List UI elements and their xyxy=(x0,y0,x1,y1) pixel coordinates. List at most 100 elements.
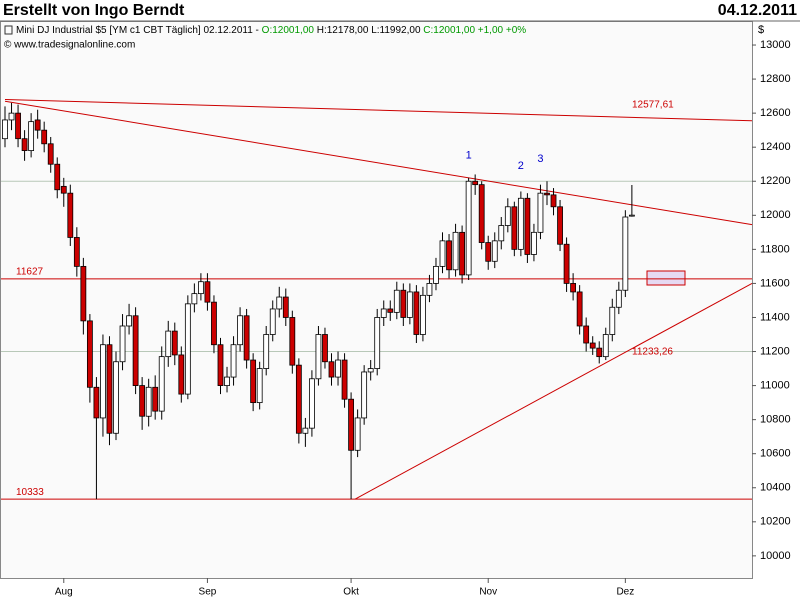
candle-body xyxy=(472,180,479,186)
y-tick-label: 11800 xyxy=(760,243,790,255)
candle-body xyxy=(576,291,583,327)
candle-body xyxy=(426,283,433,296)
candle-body xyxy=(602,334,609,358)
y-tick-label: 10000 xyxy=(760,550,791,562)
candle-body xyxy=(322,334,328,363)
candle-body xyxy=(119,325,126,363)
candle-body xyxy=(570,283,577,293)
y-tick-label: 11400 xyxy=(760,311,790,323)
trendline-label: 12577,61 xyxy=(632,99,674,110)
candle-body xyxy=(406,291,413,318)
candle-body xyxy=(452,231,459,271)
candle-body xyxy=(439,240,446,267)
level-label: 11627 xyxy=(16,266,44,277)
candle-body xyxy=(217,344,224,386)
candle-body xyxy=(361,371,368,419)
candle-body xyxy=(335,359,341,378)
x-tick-label: Sep xyxy=(199,587,217,598)
candle-body xyxy=(583,325,590,344)
candle-body xyxy=(237,315,243,346)
candle-body xyxy=(393,289,400,313)
candle-body xyxy=(73,237,80,267)
candle-body xyxy=(433,265,439,284)
candle-body xyxy=(21,138,28,152)
candle-body xyxy=(589,342,596,349)
y-tick-label: 12600 xyxy=(760,107,791,119)
candle-body xyxy=(93,386,100,419)
candle-body xyxy=(197,281,204,295)
trendline xyxy=(354,282,753,500)
candle-body xyxy=(54,163,61,191)
candle-body xyxy=(165,330,172,358)
candle-body xyxy=(446,240,452,271)
candle-body xyxy=(224,376,230,386)
candle-body xyxy=(413,291,420,335)
chart-title: Erstellt von Ingo Berndt xyxy=(3,2,185,19)
candle-body xyxy=(328,361,335,378)
y-tick-label: 13000 xyxy=(760,39,791,51)
candle-body xyxy=(145,386,152,417)
candle-body xyxy=(60,185,67,194)
y-tick-label: 12800 xyxy=(760,73,791,85)
header-icon xyxy=(4,25,13,35)
candle-body xyxy=(289,317,296,366)
y-tick-label: 10200 xyxy=(760,516,791,528)
candle-body xyxy=(354,417,361,451)
candle-body xyxy=(531,231,537,255)
x-tick-label: Okt xyxy=(343,587,359,598)
y-tick-label: 11000 xyxy=(760,379,790,391)
candle-body xyxy=(348,398,354,451)
candle-body xyxy=(459,231,466,276)
instrument-header: Mini DJ Industrial $5 [YM c1 CBT Täglich… xyxy=(16,25,526,36)
candle-body xyxy=(387,308,394,313)
level-label: 10333 xyxy=(16,487,44,498)
y-tick-label: 10800 xyxy=(760,414,791,426)
candle-body xyxy=(34,119,41,131)
candle-body xyxy=(622,216,629,291)
candle-body xyxy=(132,315,139,386)
candle-body xyxy=(420,294,426,335)
trendline-label: 11233,26 xyxy=(632,347,673,358)
annotation: 2 xyxy=(518,160,524,172)
candle-body xyxy=(282,296,289,318)
candle-body xyxy=(191,293,198,305)
header-part: C:12001,00 +1,00 +0% xyxy=(423,25,526,36)
trendline xyxy=(4,99,753,122)
candle-body xyxy=(315,334,322,380)
candle-body xyxy=(80,265,87,322)
candle-body xyxy=(478,184,485,243)
y-tick-label: 11200 xyxy=(760,345,790,357)
candle-body xyxy=(28,121,35,152)
candle-body xyxy=(47,143,54,165)
candle-body xyxy=(269,308,276,335)
candle-body xyxy=(250,359,257,404)
candle-body xyxy=(498,225,505,242)
y-tick-label: 12400 xyxy=(760,141,791,153)
candle-body xyxy=(100,344,106,419)
x-tick-label: Dez xyxy=(616,587,634,598)
y-tick-label: 11600 xyxy=(760,277,790,289)
candle-body xyxy=(537,192,544,233)
annotation: 1 xyxy=(466,150,472,162)
y-tick-label: 12000 xyxy=(760,209,791,221)
candle-body xyxy=(615,289,622,308)
annotation: 3 xyxy=(537,153,543,165)
y-unit: $ xyxy=(758,24,764,36)
candle-body xyxy=(302,427,309,434)
candle-body xyxy=(309,378,315,429)
candle-body xyxy=(41,129,48,145)
candle-body xyxy=(2,119,8,140)
candle-body xyxy=(374,317,381,369)
candle-body xyxy=(544,192,550,196)
source-text: © www.tradesignalonline.com xyxy=(4,40,135,51)
candle-body xyxy=(263,334,270,369)
candle-body xyxy=(106,344,113,434)
candle-body xyxy=(491,240,498,262)
candle-body xyxy=(550,194,557,208)
candle-body xyxy=(230,344,237,378)
candle-body xyxy=(609,306,616,335)
candle-body xyxy=(367,368,374,373)
candle-body xyxy=(563,243,570,284)
candle-body xyxy=(8,112,15,121)
